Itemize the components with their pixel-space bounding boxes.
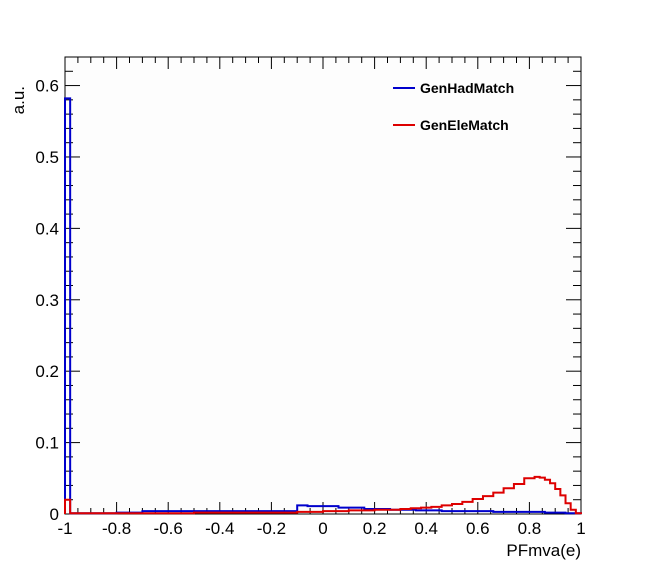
y-tick-label: 0.1 bbox=[35, 434, 59, 453]
y-tick-label: 0.3 bbox=[35, 291, 59, 310]
x-tick-label: -0.4 bbox=[205, 519, 234, 538]
legend-label-genhadmatch: GenHadMatch bbox=[420, 80, 514, 96]
x-tick-label: 0.4 bbox=[414, 519, 438, 538]
x-tick-label: -0.2 bbox=[257, 519, 286, 538]
y-tick-label: 0.5 bbox=[35, 148, 59, 167]
x-tick-label: -1 bbox=[57, 519, 72, 538]
series-layer bbox=[64, 97, 582, 515]
y-tick-label: 0.2 bbox=[35, 362, 59, 381]
y-tick-label: 0 bbox=[50, 505, 59, 524]
legend: GenHadMatch GenEleMatch bbox=[393, 80, 514, 133]
x-tick-label: 0.2 bbox=[363, 519, 387, 538]
legend-label-genelematch: GenEleMatch bbox=[420, 117, 509, 133]
y-axis-title: a.u. bbox=[9, 86, 28, 114]
x-tick-label: -0.6 bbox=[154, 519, 183, 538]
x-tick-label: 0.6 bbox=[466, 519, 490, 538]
x-tick-label: -0.8 bbox=[102, 519, 131, 538]
x-tick-label: 0.8 bbox=[518, 519, 542, 538]
x-axis-title: PFmva(e) bbox=[506, 541, 581, 560]
x-tick-label: 1 bbox=[576, 519, 585, 538]
axes: -1 -0.8 -0.6 -0.4 -0.2 0 0.2 0.4 0.6 0.8 1 0 0.1 0.2 0… bbox=[35, 56, 586, 538]
plot-frame bbox=[64, 56, 582, 515]
series-genelematch-line bbox=[64, 475, 582, 515]
y-tick-label: 0.6 bbox=[35, 77, 59, 96]
x-tick-label: 0 bbox=[318, 519, 327, 538]
y-tick-label: 0.4 bbox=[35, 219, 59, 238]
